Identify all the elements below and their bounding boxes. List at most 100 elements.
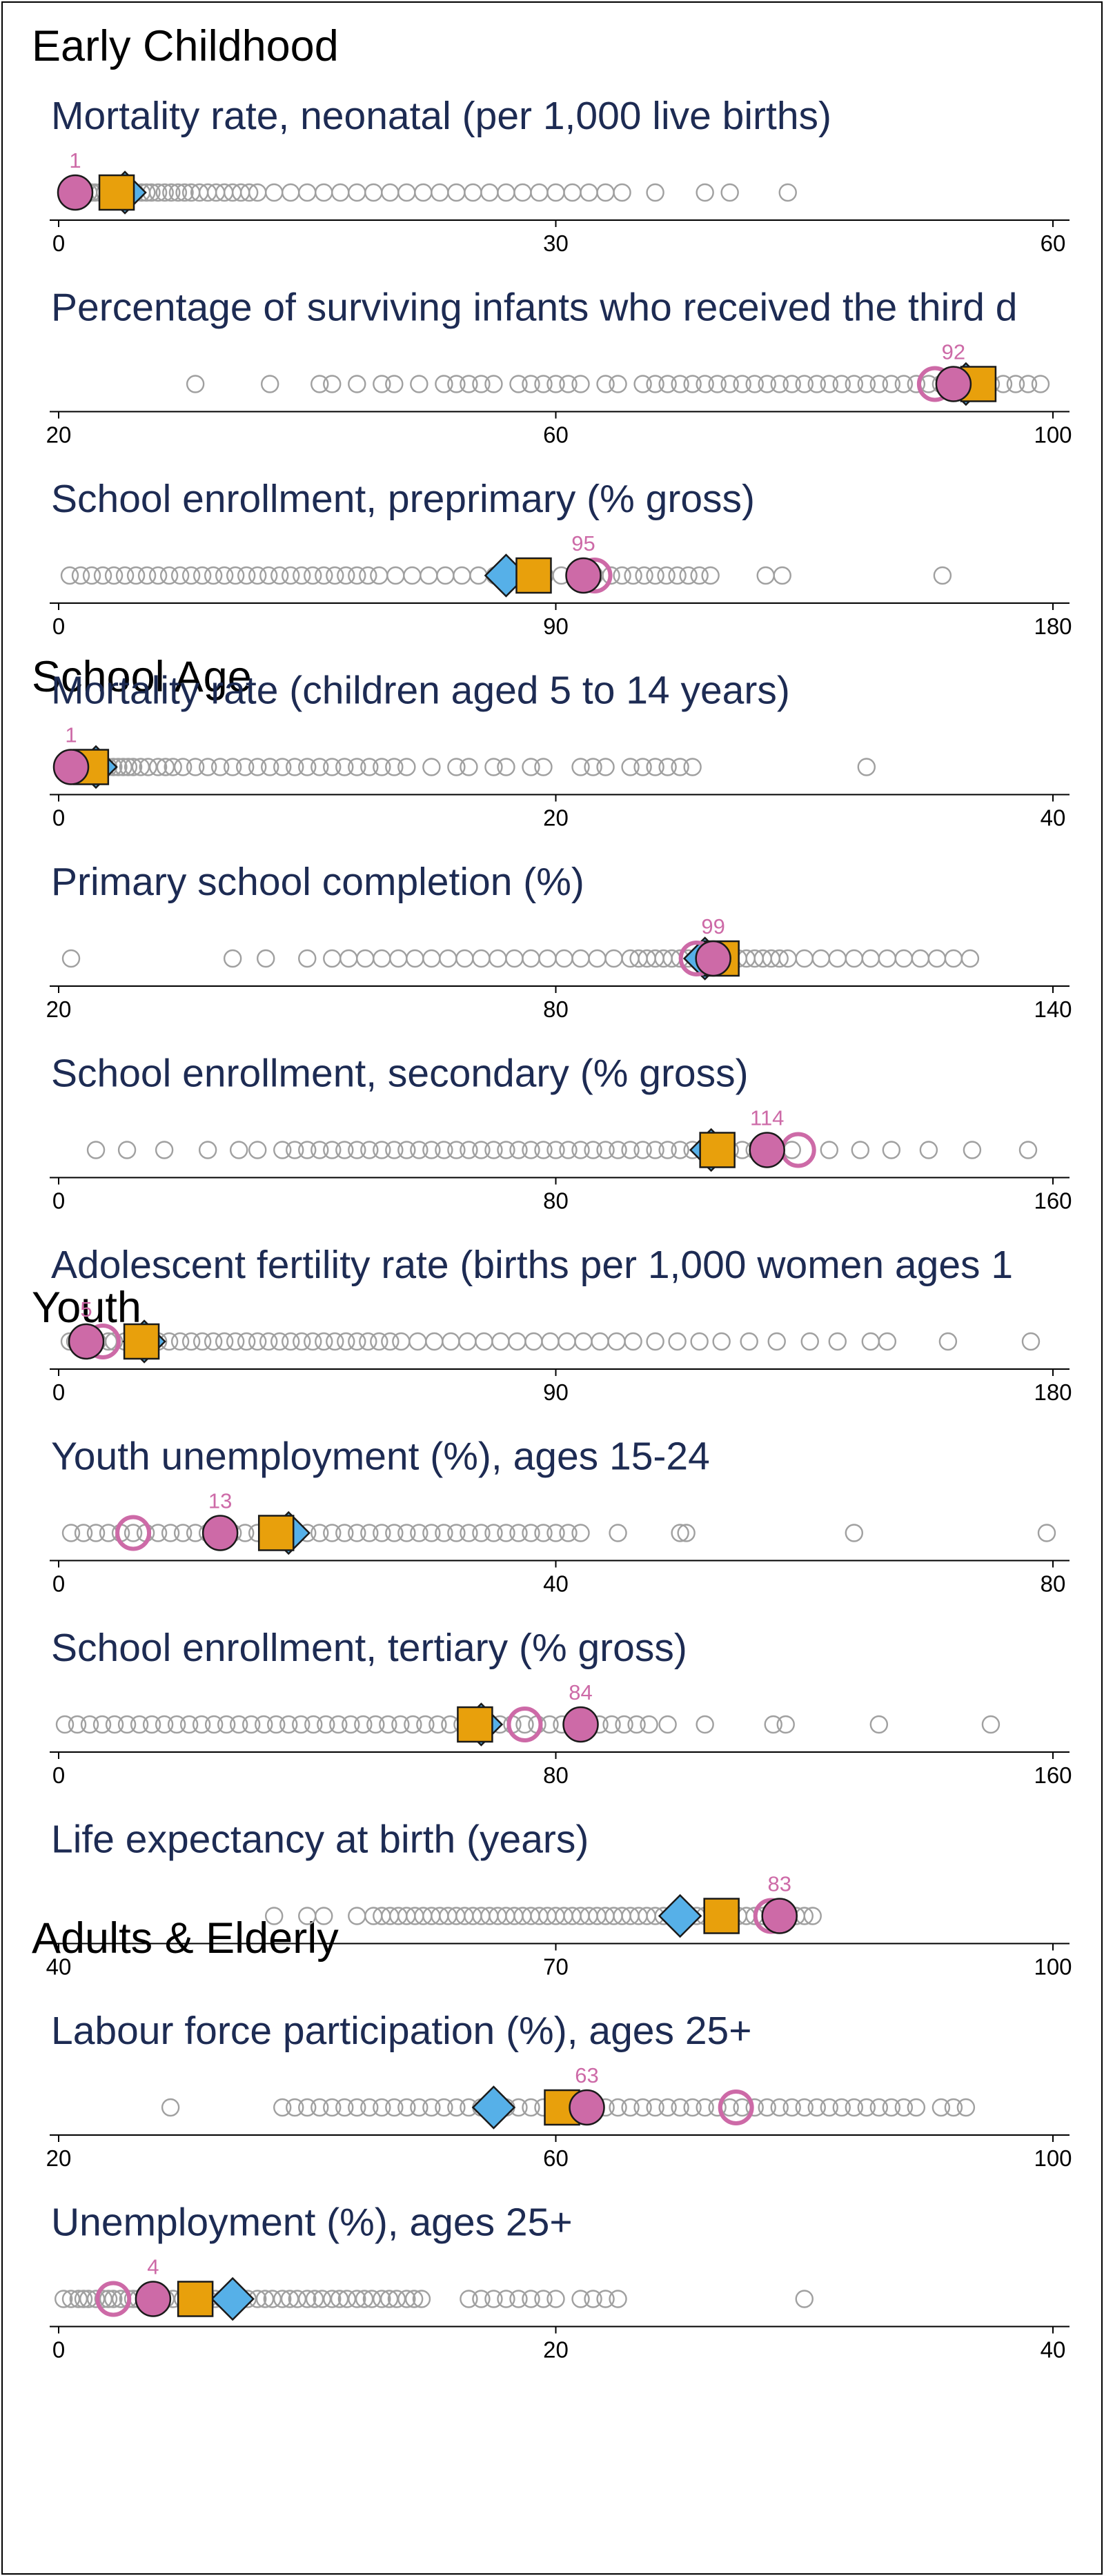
other-country-point [439,949,457,968]
other-country-point [381,183,400,202]
diamond-marker [210,2277,255,2321]
other-country-point [61,949,81,968]
other-country-point [584,1141,602,1159]
other-country-point [117,1141,137,1159]
country-marker [562,1706,599,1743]
other-country-point [313,2290,332,2308]
x-tick-label: 90 [543,613,569,639]
other-country-point [167,1715,186,1734]
square-marker [457,1706,493,1743]
other-country-point [124,758,143,776]
other-country-point [460,375,478,393]
other-country-point [609,375,627,393]
other-country-point [104,1332,124,1351]
other-country-point [298,758,317,776]
other-country-point [807,2098,826,2117]
other-country-point [425,1332,444,1351]
other-country-point [155,1141,174,1159]
other-country-point [770,375,789,393]
other-country-point [522,949,540,968]
other-country-point [758,375,776,393]
other-country-point [155,183,174,202]
other-country-point [335,2098,354,2117]
other-country-point [323,1141,342,1159]
other-country-point [170,566,190,585]
other-country-point [671,2098,689,2117]
other-country-point [310,2098,329,2117]
other-country-point [204,1332,223,1351]
other-country-point [422,2098,441,2117]
reference-ring-marker [95,2281,132,2317]
other-country-point [422,1524,441,1542]
x-tick-label: 40 [1041,2337,1066,2363]
x-tick-label: 30 [543,230,569,256]
other-country-point [348,1907,366,1925]
square-marker [98,174,135,211]
x-tick-label: 0 [52,2337,65,2363]
indicator-title: School enrollment, tertiary (% gross) [51,1626,687,1670]
other-country-point [584,2290,602,2308]
other-country-point [455,949,474,968]
other-country-point [373,758,391,776]
other-country-point [640,1715,658,1734]
other-country-point [385,1141,404,1159]
other-country-point [410,2098,428,2117]
indicator-title: Mortality rate, neonatal (per 1,000 live… [51,94,831,138]
other-country-point [404,1715,422,1734]
indicator-panel: School enrollment, tertiary (% gross) 0 80… [50,1626,1072,1788]
other-country-point [613,566,631,585]
x-tick-label: 180 [1034,1379,1072,1405]
other-country-point [315,1332,333,1351]
x-tick-label: 0 [52,230,65,256]
other-country-point [414,183,433,202]
other-country-point [86,2290,106,2308]
other-country-point [86,1524,106,1542]
other-country-point [683,758,702,776]
other-country-point [497,2290,515,2308]
other-country-point [770,949,789,968]
other-country-point [509,1524,528,1542]
other-country-point [304,1715,323,1734]
other-country-point [658,1141,677,1159]
other-country-point [596,1141,615,1159]
x-tick-label: 40 [1041,805,1066,831]
x-tick-label: 100 [1034,2145,1072,2171]
other-country-point [878,1332,897,1351]
other-country-point [263,2290,282,2308]
indicator-title: Mortality rate (children aged 5 to 14 ye… [51,669,790,713]
other-country-point [524,1332,543,1351]
other-country-point [807,375,826,393]
indicator-panel: School enrollment, secondary (% gross) 0 8… [50,1052,1072,1214]
other-country-point [265,1907,284,1925]
other-country-point [215,1332,234,1351]
other-country-point [522,2098,540,2117]
country-marker [135,2281,172,2317]
indicator-panel: Primary school completion (%) 20 80 140 99 [46,860,1072,1022]
other-country-point [286,2098,304,2117]
other-country-point [960,949,980,968]
other-country-point [175,183,194,202]
other-country-point [571,1141,590,1159]
square-marker [515,557,552,594]
country-value-label: 99 [701,914,724,938]
other-country-point [139,758,157,776]
other-country-point [633,2098,652,2117]
other-country-point [280,2290,299,2308]
other-country-point [778,183,797,202]
other-country-point [882,1141,901,1159]
other-country-point [373,1524,391,1542]
other-country-point [55,1715,75,1734]
other-country-point [428,1715,447,1734]
other-country-point [447,758,466,776]
other-country-point [1018,1141,1038,1159]
other-country-point [162,183,181,202]
other-country-point [857,2098,876,2117]
other-country-point [148,566,168,585]
other-country-point [1031,375,1050,393]
other-country-point [170,1332,190,1351]
other-country-point [609,1141,627,1159]
other-country-point [538,949,557,968]
other-country-point [658,375,677,393]
other-country-point [257,949,275,968]
